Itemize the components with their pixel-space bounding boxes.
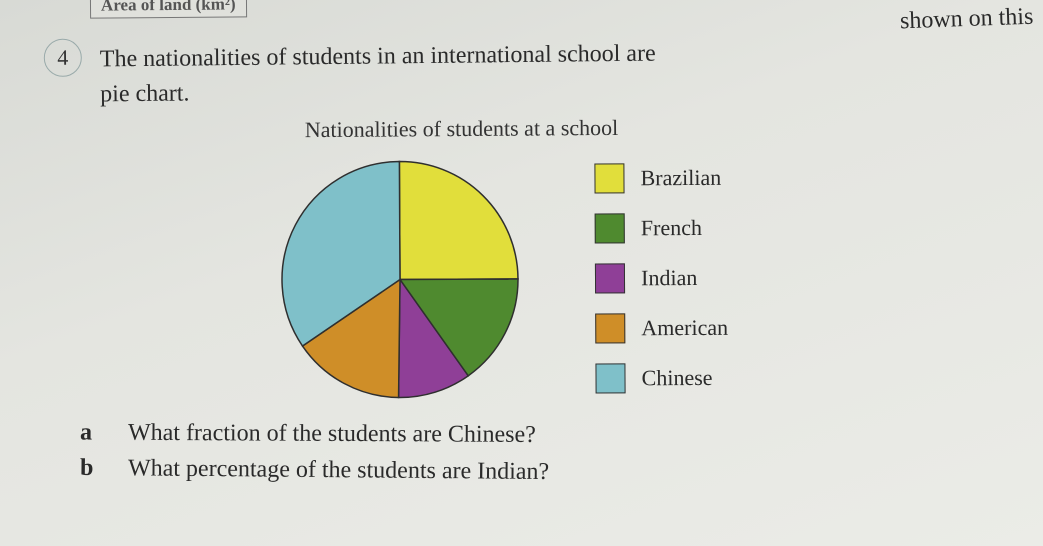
subquestion-a: a What fraction of the students are Chin… [80, 419, 1013, 451]
question-text-line1: The nationalities of students in an inte… [100, 41, 656, 73]
legend: Brazilian French Indian American Chinese [595, 162, 729, 393]
question-text: The nationalities of students in an inte… [100, 37, 657, 112]
subquestion-a-letter: a [80, 419, 100, 446]
pie-chart [274, 153, 525, 404]
question-number-circle: 4 [44, 39, 82, 77]
chart-title: Nationalities of students at a school [0, 112, 1013, 146]
subquestion-b: b What percentage of the students are In… [80, 455, 1013, 490]
legend-label-indian: Indian [641, 265, 697, 291]
cropped-table-header: Area of land (km²) [90, 0, 247, 19]
subquestion-b-letter: b [80, 455, 100, 482]
legend-swatch-chinese [596, 363, 626, 393]
legend-item-chinese: Chinese [596, 362, 729, 393]
chart-area: Brazilian French Indian American Chinese [0, 151, 1014, 406]
legend-label-brazilian: Brazilian [641, 164, 722, 190]
legend-label-american: American [641, 314, 728, 340]
legend-swatch-brazilian [595, 163, 625, 193]
question-number: 4 [57, 45, 68, 71]
legend-label-chinese: Chinese [642, 364, 713, 390]
pie-slice-brazilian [400, 161, 519, 280]
legend-item-indian: Indian [595, 262, 728, 293]
legend-item-brazilian: Brazilian [595, 162, 728, 193]
page: Area of land (km²) shown on this 4 The n… [0, 0, 1043, 546]
question-text-line2: pie chart. [100, 80, 190, 107]
subquestion-b-text: What percentage of the students are Indi… [128, 455, 549, 486]
subquestion-a-text: What fraction of the students are Chines… [128, 419, 536, 448]
legend-swatch-french [595, 213, 625, 243]
legend-label-french: French [641, 215, 702, 241]
legend-item-american: American [595, 312, 728, 343]
legend-swatch-american [595, 313, 625, 343]
legend-item-french: French [595, 212, 728, 243]
legend-swatch-indian [595, 263, 625, 293]
question-row: 4 The nationalities of students in an in… [30, 33, 1014, 113]
cropped-text-top-right: shown on this [899, 4, 1033, 36]
